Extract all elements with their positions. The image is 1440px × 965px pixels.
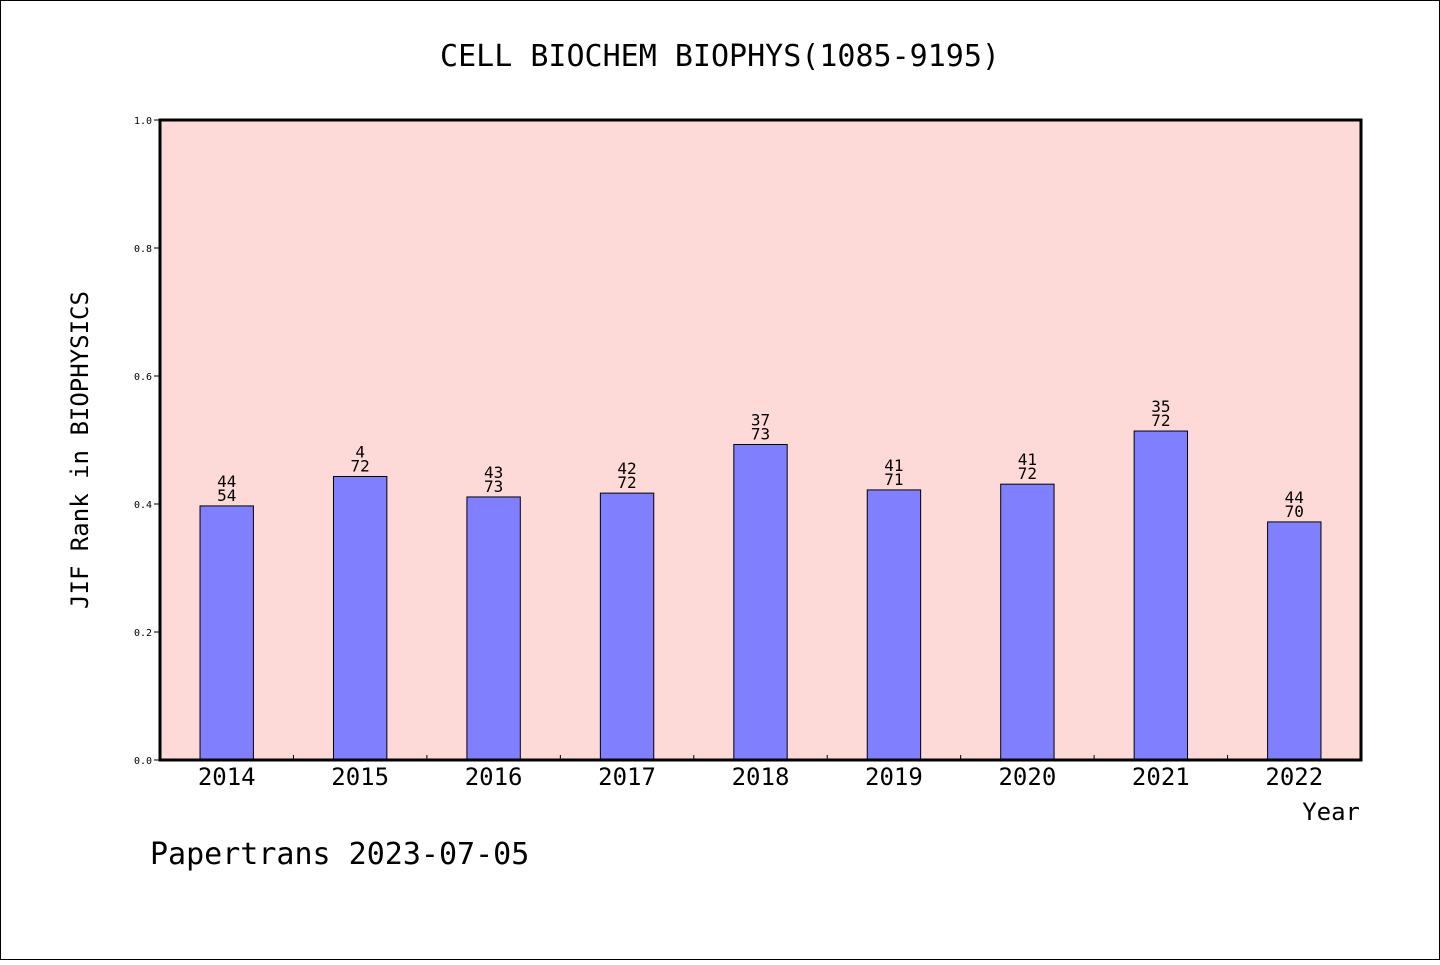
y-tick-label: 0.6 xyxy=(134,372,152,383)
bar-2022 xyxy=(1267,521,1322,761)
bar-2020 xyxy=(1000,483,1055,761)
x-tick-label: 2015 xyxy=(331,763,389,791)
bar-total-label: 72 xyxy=(617,473,636,492)
y-tick-label: 0.2 xyxy=(134,628,152,639)
y-axis-label: JIF Rank in BIOPHYSICS xyxy=(66,291,94,609)
x-axis: 2014 2015 2016 2017 2018 2019 2020 2021 2022 xyxy=(198,755,1323,791)
y-tick-label: 0.0 xyxy=(134,756,152,767)
x-tick-label: 2019 xyxy=(865,763,923,791)
bar-2014 xyxy=(199,505,254,761)
bar-2018 xyxy=(733,443,788,761)
x-axis-label: Year xyxy=(1302,798,1360,826)
bar-2021 xyxy=(1133,430,1189,761)
bar-rank-label: 41 xyxy=(884,456,903,475)
chart-title: CELL BIOCHEM BIOPHYS(1085-9195) xyxy=(440,39,1000,74)
bar-total-label: 72 xyxy=(351,456,370,475)
bar-rank-label: 35 xyxy=(1151,397,1170,416)
bar-rank-label: 37 xyxy=(751,410,770,429)
bar-total-label: 73 xyxy=(751,424,770,443)
x-tick-label: 2016 xyxy=(465,763,523,791)
x-tick-label: 2018 xyxy=(732,763,790,791)
x-tick-label: 2022 xyxy=(1265,763,1323,791)
y-tick-label: 0.4 xyxy=(134,500,152,511)
plot-frame xyxy=(158,118,1363,762)
y-tick-label: 0.8 xyxy=(134,244,152,255)
bar-rank-label: 43 xyxy=(484,463,503,482)
bar-rank-label: 44 xyxy=(217,472,236,491)
bar-total-label: 71 xyxy=(884,470,903,489)
x-tick-label: 2021 xyxy=(1132,763,1190,791)
bar-rank-label: 41 xyxy=(1018,450,1037,469)
bar-total-label: 70 xyxy=(1285,502,1304,521)
bar-total-label: 73 xyxy=(484,477,503,496)
bar-rank-label: 42 xyxy=(617,459,636,478)
y-tick-label: 1.0 xyxy=(134,116,152,127)
bar-rank-label: 4 xyxy=(355,442,365,461)
bar-total-label: 72 xyxy=(1018,464,1037,483)
bar-2017 xyxy=(599,492,655,761)
x-tick-label: 2017 xyxy=(598,763,656,791)
bar-2015 xyxy=(332,475,388,761)
footer-text: Papertrans 2023-07-05 xyxy=(150,837,529,872)
bar-rank-label: 44 xyxy=(1285,488,1304,507)
x-tick-label: 2014 xyxy=(198,763,256,791)
bar-total-label: 72 xyxy=(1151,411,1170,430)
bar-2016 xyxy=(466,496,521,761)
bar-2019 xyxy=(866,489,922,761)
x-tick-label: 2020 xyxy=(998,763,1056,791)
bar-total-label: 54 xyxy=(217,486,236,505)
